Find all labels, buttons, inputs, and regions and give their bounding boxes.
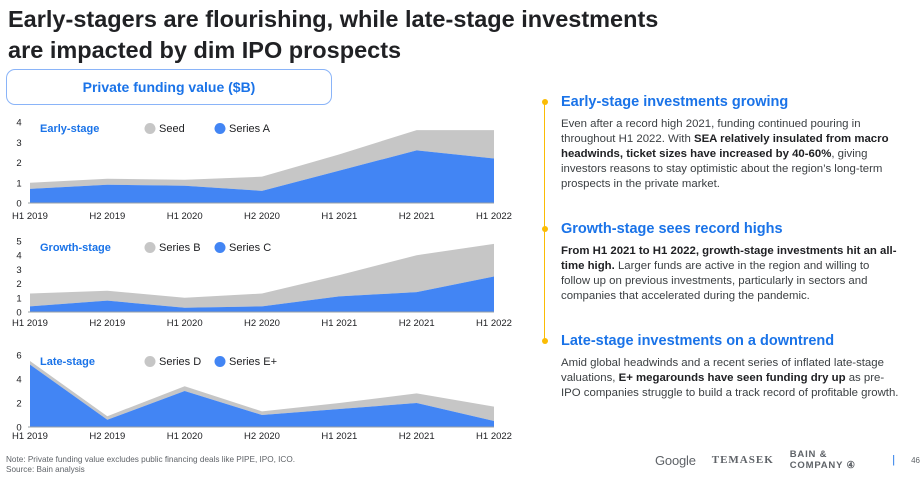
x-tick-label: H2 2020 <box>244 431 280 442</box>
x-tick-label: H1 2021 <box>321 431 357 442</box>
legend-label: Series C <box>229 242 271 254</box>
bain-logo-text: BAIN & COMPANY <box>789 449 844 471</box>
footnote-note: Note: Private funding value excludes pub… <box>6 455 295 464</box>
timeline-line <box>544 104 546 341</box>
legend-label: Series D <box>159 356 201 368</box>
legend-label: Series E+ <box>229 356 277 368</box>
body-text-run: Amid global headwinds and a recent serie… <box>561 357 884 384</box>
slide-title: Early-stagers are flourishing, while lat… <box>8 4 798 66</box>
y-tick-label: 1 <box>16 178 21 189</box>
legend-label: Series B <box>159 242 201 254</box>
x-tick-label: H2 2021 <box>399 318 435 329</box>
body-text-run: Larger funds are active in the region an… <box>561 260 870 302</box>
section-body: Amid global headwinds and a recent serie… <box>561 356 901 401</box>
y-tick-label: 4 <box>16 251 21 262</box>
section-heading: Late-stage investments on a downtrend <box>561 333 835 349</box>
title-line-1: Early-stagers are flourishing, while lat… <box>8 6 659 32</box>
x-tick-label: H1 2019 <box>12 211 48 222</box>
body-text-run: as pre-IPO companies struggle to build a… <box>561 372 899 399</box>
legend-label: Series A <box>229 123 271 135</box>
body-text-run: Even after a record high 2021, funding c… <box>561 118 861 145</box>
x-tick-label: H1 2020 <box>167 318 203 329</box>
footer-logos: Google TEMASEK BAIN & COMPANY ④ | 46 <box>655 449 920 471</box>
section-late-stage: Late-stage investments on a downtrend Am… <box>561 333 901 401</box>
area-series-b <box>30 243 494 308</box>
section-body: From H1 2021 to H1 2022, growth-stage in… <box>561 244 901 304</box>
legend-swatch <box>214 242 226 253</box>
section-early-stage: Early-stage investments growing Even aft… <box>561 94 901 192</box>
x-tick-label: H2 2019 <box>89 431 125 442</box>
y-tick-label: 2 <box>16 399 21 410</box>
body-bold-run: E+ megarounds have seen funding dry up <box>618 372 846 384</box>
y-tick-label: 4 <box>16 118 21 129</box>
section-body: Even after a record high 2021, funding c… <box>561 117 901 192</box>
chart-title: Growth-stage <box>40 242 111 254</box>
x-tick-label: H1 2021 <box>321 318 357 329</box>
x-tick-label: H1 2022 <box>476 431 512 442</box>
area-seed <box>30 130 494 191</box>
title-line-2: are impacted by dim IPO prospects <box>8 37 402 63</box>
area-series-c <box>30 276 494 312</box>
footnote: Note: Private funding value excludes pub… <box>6 455 295 475</box>
chart-0: 0 1 2 3 4 H1 2019 H2 2019 H1 2020 H2 2020 H1 2021… <box>12 118 512 223</box>
x-tick-label: H2 2021 <box>399 211 435 222</box>
y-tick-label: 4 <box>16 375 21 386</box>
timeline-dot-3 <box>542 338 548 344</box>
y-tick-label: 0 <box>16 199 21 210</box>
y-tick-label: 2 <box>16 279 21 290</box>
legend-swatch <box>214 123 226 134</box>
x-tick-label: H2 2019 <box>89 318 125 329</box>
chart-1: 0 1 2 3 4 5 H1 2019 H2 2019 H1 2020 H2 2020 H1 202… <box>12 237 512 330</box>
chart-title: Early-stage <box>40 123 99 135</box>
x-tick-label: H1 2020 <box>167 211 203 222</box>
y-tick-label: 0 <box>16 308 21 319</box>
x-tick-label: H1 2022 <box>476 318 512 329</box>
x-tick-label: H1 2019 <box>12 318 48 329</box>
legend-swatch <box>144 123 156 134</box>
y-tick-label: 6 <box>16 351 21 362</box>
legend-swatch <box>144 356 156 367</box>
y-tick-label: 3 <box>16 265 21 276</box>
y-tick-label: 1 <box>16 293 21 304</box>
body-text-run: , giving investors reasons to stay optim… <box>561 148 883 190</box>
footnote-source: Source: Bain analysis <box>6 465 85 474</box>
temasek-logo: TEMASEK <box>711 454 774 466</box>
bain-logo-mark: ④ <box>846 460 856 471</box>
legend-swatch <box>214 356 226 367</box>
y-tick-label: 5 <box>16 237 21 248</box>
legend-swatch <box>144 242 156 253</box>
y-tick-label: 0 <box>16 423 21 434</box>
x-tick-label: H2 2019 <box>89 211 125 222</box>
page-separator: | <box>892 454 896 466</box>
body-bold-run: From H1 2021 to H1 2022, growth-stage in… <box>561 245 897 272</box>
x-tick-label: H1 2021 <box>321 211 357 222</box>
page-number: 46 <box>911 455 920 465</box>
x-tick-label: H1 2019 <box>12 431 48 442</box>
x-tick-label: H2 2020 <box>244 318 280 329</box>
google-logo: Google <box>655 452 696 468</box>
stacked-area-charts: 0 1 2 3 4 H1 2019 H2 2019 H1 2020 H2 2020 H1 2021… <box>12 118 512 443</box>
x-tick-label: H2 2021 <box>399 431 435 442</box>
y-tick-label: 3 <box>16 138 21 149</box>
y-tick-label: 2 <box>16 158 21 169</box>
section-growth-stage: Growth-stage sees record highs From H1 2… <box>561 221 901 304</box>
chart-title: Late-stage <box>40 356 95 368</box>
area-series-a <box>30 150 494 203</box>
bain-logo: BAIN & COMPANY ④ <box>790 449 876 471</box>
section-heading: Early-stage investments growing <box>561 94 789 110</box>
area-series-e- <box>30 364 494 427</box>
timeline-dot-1 <box>542 99 548 105</box>
chart-2: 0 2 4 6 H1 2019 H2 2019 H1 2020 H2 2020 H1 2021 H… <box>12 351 512 443</box>
x-tick-label: H2 2020 <box>244 211 280 222</box>
body-bold-run: SEA relatively insulated from macro head… <box>561 133 889 160</box>
timeline-dot-2 <box>542 226 548 232</box>
x-tick-label: H1 2022 <box>476 211 512 222</box>
legend-label: Seed <box>159 123 185 135</box>
funding-value-label: Private funding value ($B) <box>6 69 332 105</box>
x-tick-label: H1 2020 <box>167 431 203 442</box>
section-heading: Growth-stage sees record highs <box>561 221 783 237</box>
